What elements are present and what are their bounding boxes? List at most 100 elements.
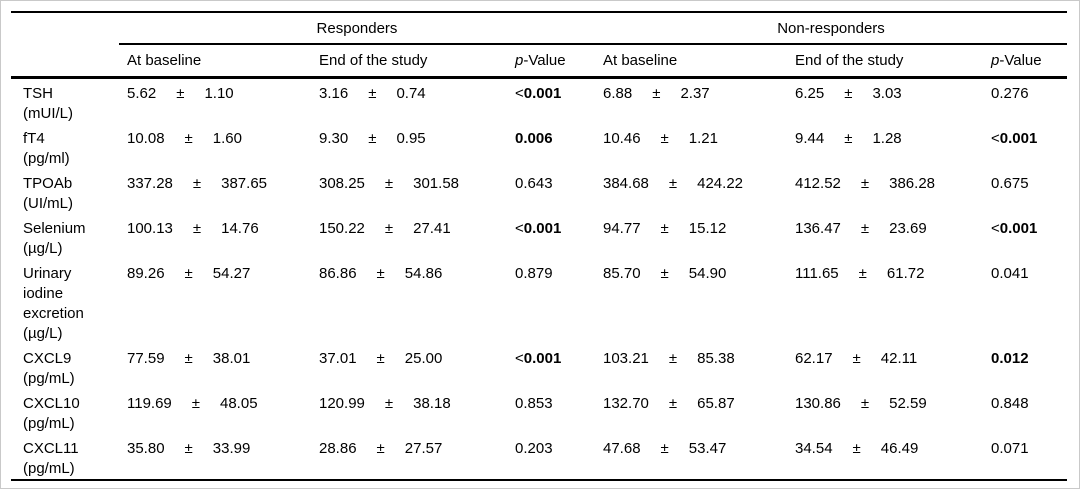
responders-pvalue-cell: <0.001: [507, 214, 595, 259]
plus-minus-sign: ±: [660, 440, 669, 457]
pvalue-prefix: <: [991, 220, 1000, 237]
sd-value: 42.11: [880, 350, 918, 367]
plus-minus-sign: ±: [668, 350, 678, 367]
responders-pvalue-cell: 0.853: [507, 389, 595, 434]
pvalue-text: 0.675: [991, 175, 1029, 192]
parameter-label: fT4 (pg/ml): [23, 130, 70, 167]
column-header-row: At baseline End of the study p-Value At …: [11, 45, 1067, 79]
pvalue-prefix: <: [515, 220, 524, 237]
pvalue-text: 0.853: [515, 395, 553, 412]
plus-minus-sign: ±: [368, 85, 377, 102]
plus-minus-sign: ±: [852, 350, 861, 367]
table-row: TPOAb (UI/mL) 337.28 ± 387.65 308.25 ± 3…: [11, 169, 1067, 214]
mean-value: 103.21: [603, 350, 649, 367]
plus-minus-sign: ±: [191, 395, 200, 412]
group-headers: Responders Non-responders: [119, 13, 1067, 45]
nonresponders-pvalue-cell: 0.012: [983, 344, 1067, 389]
parameter-label: CXCL11 (pg/mL): [23, 440, 79, 477]
nonresponders-baseline-cell: 384.68 ± 424.22: [595, 169, 787, 214]
table-row: fT4 (pg/ml) 10.08 ± 1.60 9.30 ± 0.95 0.0…: [11, 124, 1067, 169]
mean-value: 77.59: [127, 350, 165, 367]
nonresponders-pvalue-cell: <0.001: [983, 124, 1067, 169]
col-header-nonresponders-end: End of the study: [795, 52, 904, 69]
nonresponders-end-cell: 6.25 ± 3.03: [787, 79, 983, 124]
pvalue-text: 0.001: [523, 220, 562, 237]
responders-baseline-cell: 119.69 ± 48.05: [119, 389, 311, 434]
mean-value: 119.69: [127, 395, 172, 412]
responders-baseline-cell: 5.62 ± 1.10: [119, 79, 311, 124]
nonresponders-baseline-cell: 47.68 ± 53.47: [595, 434, 787, 479]
sd-value: 0.95: [396, 130, 426, 147]
sd-value: 424.22: [697, 175, 744, 192]
col-header-nonresponders-baseline: At baseline: [603, 52, 678, 69]
mean-value: 10.08: [127, 130, 165, 147]
pvalue-prefix: <: [515, 350, 524, 367]
pvalue-text: 0.001: [523, 85, 562, 102]
sd-value: 301.58: [413, 175, 460, 192]
table-row: CXCL10 (pg/mL) 119.69 ± 48.05 120.99 ± 3…: [11, 389, 1067, 434]
plus-minus-sign: ±: [184, 130, 193, 147]
plus-minus-sign: ±: [384, 220, 394, 237]
mean-value: 94.77: [603, 220, 641, 237]
mean-value: 37.01: [319, 350, 357, 367]
plus-minus-sign: ±: [860, 220, 870, 237]
nonresponders-end-cell: 412.52 ± 386.28: [787, 169, 983, 214]
sd-value: 48.05: [220, 395, 258, 412]
mean-value: 136.47: [795, 220, 841, 237]
mean-value: 337.28: [127, 175, 173, 192]
mean-value: 120.99: [319, 395, 365, 412]
group-header-spacer: [11, 13, 119, 45]
mean-value: 86.86: [319, 265, 357, 282]
nonresponders-pvalue-cell: 0.071: [983, 434, 1067, 479]
responders-end-cell: 120.99 ± 38.18: [311, 389, 507, 434]
responders-end-cell: 9.30 ± 0.95: [311, 124, 507, 169]
sd-value: 38.18: [413, 395, 451, 412]
responders-baseline-cell: 77.59 ± 38.01: [119, 344, 311, 389]
sd-value: 25.00: [404, 350, 443, 367]
plus-minus-sign: ±: [384, 395, 394, 412]
mean-value: 3.16: [319, 85, 349, 102]
plus-minus-sign: ±: [652, 85, 661, 102]
nonresponders-baseline-cell: 103.21 ± 85.38: [595, 344, 787, 389]
mean-value: 111.65: [795, 265, 839, 282]
mean-value: 28.86: [319, 440, 357, 457]
parameter-label: Urinary iodine excretion (µg/L): [23, 265, 84, 342]
plus-minus-sign: ±: [668, 395, 678, 412]
sd-value: 53.47: [688, 440, 727, 457]
col-header-empty: [11, 51, 119, 71]
p-italic: p: [991, 52, 1000, 69]
pvalue-text: 0.041: [991, 265, 1029, 282]
plus-minus-sign: ±: [660, 130, 669, 147]
pvalue-text: 0.203: [515, 440, 553, 457]
plus-minus-sign: ±: [184, 440, 193, 457]
nonresponders-baseline-cell: 132.70 ± 65.87: [595, 389, 787, 434]
col-header-responders-baseline: At baseline: [127, 52, 202, 69]
responders-end-cell: 28.86 ± 27.57: [311, 434, 507, 479]
sd-value: 46.49: [880, 440, 919, 457]
mean-value: 9.30: [319, 130, 349, 147]
nonresponders-baseline-cell: 10.46 ± 1.21: [595, 124, 787, 169]
mean-value: 130.86: [795, 395, 841, 412]
table-row: CXCL11 (pg/mL) 35.80 ± 33.99 28.86 ± 27.…: [11, 434, 1067, 479]
nonresponders-pvalue-cell: 0.041: [983, 259, 1067, 344]
nonresponders-pvalue-cell: 0.848: [983, 389, 1067, 434]
plus-minus-sign: ±: [376, 350, 385, 367]
col-header-responders-pvalue: p-Value: [507, 51, 595, 71]
nonresponders-end-cell: 111.65 ± 61.72: [787, 259, 983, 344]
sd-value: 1.60: [212, 130, 242, 147]
mean-value: 100.13: [127, 220, 173, 237]
nonresponders-end-cell: 34.54 ± 46.49: [787, 434, 983, 479]
table-body: TSH (mUI/L) 5.62 ± 1.10 3.16 ± 0.74 <0.0…: [11, 79, 1067, 481]
plus-minus-sign: ±: [176, 85, 185, 102]
plus-minus-sign: ±: [860, 395, 870, 412]
sd-value: 27.41: [413, 220, 451, 237]
nonresponders-end-cell: 130.86 ± 52.59: [787, 389, 983, 434]
table-row: TSH (mUI/L) 5.62 ± 1.10 3.16 ± 0.74 <0.0…: [11, 79, 1067, 124]
table-row: Selenium (µg/L) 100.13 ± 14.76 150.22 ± …: [11, 214, 1067, 259]
sd-value: 54.90: [688, 265, 727, 282]
parameter-label: Selenium (µg/L): [23, 220, 86, 257]
pvalue-text: 0.001: [999, 130, 1038, 147]
pvalue-text: 0.001: [523, 350, 562, 367]
nonresponders-baseline-cell: 6.88 ± 2.37: [595, 79, 787, 124]
